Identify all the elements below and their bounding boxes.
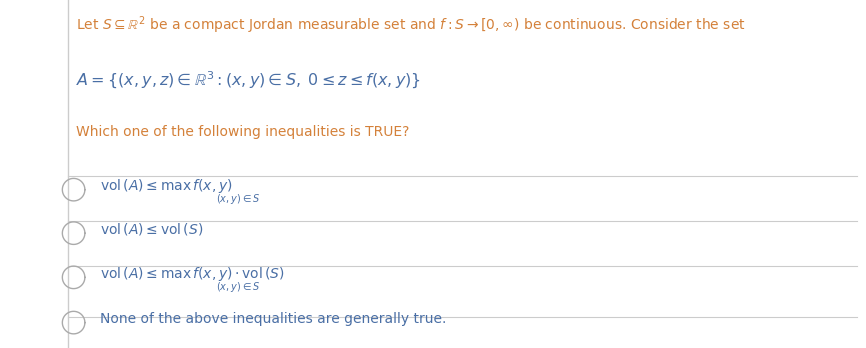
Text: $\mathrm{vol}\,(A) \leq \max\, f(x, y)$: $\mathrm{vol}\,(A) \leq \max\, f(x, y)$ <box>100 177 232 196</box>
Text: $\mathrm{vol}\,(A) \leq \mathrm{vol}\,(S)$: $\mathrm{vol}\,(A) \leq \mathrm{vol}\,(S… <box>100 221 203 237</box>
Text: None of the above inequalities are generally true.: None of the above inequalities are gener… <box>100 312 446 326</box>
Text: $\mathrm{vol}\,(A) \leq \max\, f(x, y) \cdot \mathrm{vol}\,(S)$: $\mathrm{vol}\,(A) \leq \max\, f(x, y) \… <box>100 265 285 283</box>
Text: $(x,y)\in S$: $(x,y)\in S$ <box>216 280 261 294</box>
Text: Which one of the following inequalities is TRUE?: Which one of the following inequalities … <box>76 125 410 139</box>
Text: Let $S \subseteq \mathbb{R}^2$ be a compact Jordan measurable set and $f : S \ri: Let $S \subseteq \mathbb{R}^2$ be a comp… <box>76 14 746 35</box>
Text: $A = \{(x, y, z) \in \mathbb{R}^3 : (x, y) \in S,\; 0 \leq z \leq f(x, y)\}$: $A = \{(x, y, z) \in \mathbb{R}^3 : (x, … <box>76 70 421 91</box>
Text: $(x,y)\in S$: $(x,y)\in S$ <box>216 192 261 206</box>
